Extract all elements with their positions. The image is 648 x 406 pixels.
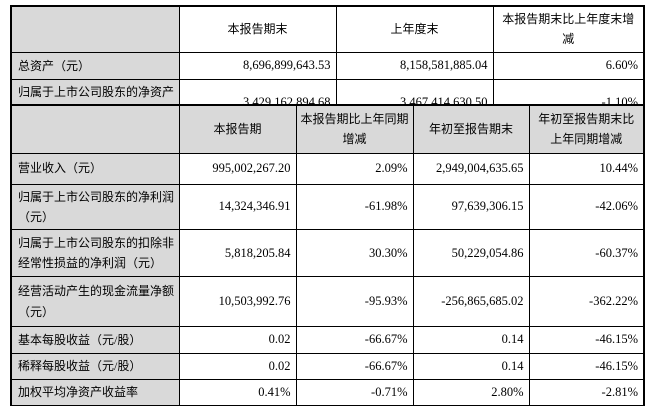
income-summary-table: 本报告期 本报告期比上年同期增减 年初至报告期末 年初至报告期末比上年同期增减 … bbox=[10, 104, 645, 406]
table-header-row: 本报告期 本报告期比上年同期增减 年初至报告期末 年初至报告期末比上年同期增减 bbox=[10, 104, 645, 154]
row-label: 归属于上市公司股东的扣除非经常性损益的净利润（元） bbox=[10, 229, 180, 278]
value-cell: 2,949,004,635.65 bbox=[412, 152, 530, 185]
value-cell: 14,324,346.91 bbox=[178, 183, 297, 231]
value-cell: -0.71% bbox=[295, 378, 414, 406]
value-cell: 10.44% bbox=[528, 152, 645, 185]
row-label: 经营活动产生的现金流量净额（元） bbox=[10, 276, 180, 328]
value-cell: -2.81% bbox=[528, 378, 645, 406]
value-cell: 6.60% bbox=[492, 51, 645, 80]
value-cell: 2.80% bbox=[412, 378, 530, 406]
corner-cell bbox=[10, 104, 180, 154]
table-row: 归属于上市公司股东的净利润（元） 14,324,346.91 -61.98% 9… bbox=[10, 183, 645, 231]
table-row: 加权平均净资产收益率 0.41% -0.71% 2.80% -2.81% bbox=[10, 378, 645, 406]
value-cell: 30.30% bbox=[295, 229, 414, 278]
row-label: 加权平均净资产收益率 bbox=[10, 378, 180, 406]
value-cell: -66.67% bbox=[295, 326, 414, 354]
value-cell: 50,229,054.86 bbox=[412, 229, 530, 278]
value-cell: -362.22% bbox=[528, 276, 645, 328]
value-cell: 0.14 bbox=[412, 352, 530, 380]
column-header: 本报告期末比上年度末增减 bbox=[492, 5, 645, 53]
value-cell: 8,158,581,885.04 bbox=[335, 51, 494, 80]
value-cell: 0.41% bbox=[178, 378, 297, 406]
value-cell: 995,002,267.20 bbox=[178, 152, 297, 185]
value-cell: -66.67% bbox=[295, 352, 414, 380]
table-row: 稀释每股收益（元/股） 0.02 -66.67% 0.14 -46.15% bbox=[10, 352, 645, 380]
row-label: 基本每股收益（元/股） bbox=[10, 326, 180, 354]
column-header: 本报告期 bbox=[178, 104, 297, 154]
table-row: 总资产（元） 8,696,899,643.53 8,158,581,885.04… bbox=[10, 51, 645, 80]
value-cell: -46.15% bbox=[528, 326, 645, 354]
row-label: 总资产（元） bbox=[10, 51, 180, 80]
row-label: 稀释每股收益（元/股） bbox=[10, 352, 180, 380]
column-header: 本报告期比上年同期增减 bbox=[295, 104, 414, 154]
row-label: 归属于上市公司股东的净利润（元） bbox=[10, 183, 180, 231]
value-cell: 0.02 bbox=[178, 326, 297, 354]
corner-cell bbox=[10, 5, 180, 53]
column-header: 本报告期末 bbox=[178, 5, 337, 53]
value-cell: -256,865,685.02 bbox=[412, 276, 530, 328]
value-cell: -46.15% bbox=[528, 352, 645, 380]
value-cell: 8,696,899,643.53 bbox=[178, 51, 337, 80]
value-cell: 2.09% bbox=[295, 152, 414, 185]
value-cell: 5,818,205.84 bbox=[178, 229, 297, 278]
value-cell: 10,503,992.76 bbox=[178, 276, 297, 328]
value-cell: -60.37% bbox=[528, 229, 645, 278]
table-row: 归属于上市公司股东的扣除非经常性损益的净利润（元） 5,818,205.84 3… bbox=[10, 229, 645, 278]
table-row: 营业收入（元） 995,002,267.20 2.09% 2,949,004,6… bbox=[10, 152, 645, 185]
value-cell: -42.06% bbox=[528, 183, 645, 231]
value-cell: 0.14 bbox=[412, 326, 530, 354]
value-cell: 0.02 bbox=[178, 352, 297, 380]
table-row: 经营活动产生的现金流量净额（元） 10,503,992.76 -95.93% -… bbox=[10, 276, 645, 328]
value-cell: -95.93% bbox=[295, 276, 414, 328]
table-header-row: 本报告期末 上年度末 本报告期末比上年度末增减 bbox=[10, 5, 645, 53]
column-header: 年初至报告期末比上年同期增减 bbox=[528, 104, 645, 154]
column-header: 上年度末 bbox=[335, 5, 494, 53]
table-row: 基本每股收益（元/股） 0.02 -66.67% 0.14 -46.15% bbox=[10, 326, 645, 354]
value-cell: 97,639,306.15 bbox=[412, 183, 530, 231]
row-label: 营业收入（元） bbox=[10, 152, 180, 185]
column-header: 年初至报告期末 bbox=[412, 104, 530, 154]
value-cell: -61.98% bbox=[295, 183, 414, 231]
